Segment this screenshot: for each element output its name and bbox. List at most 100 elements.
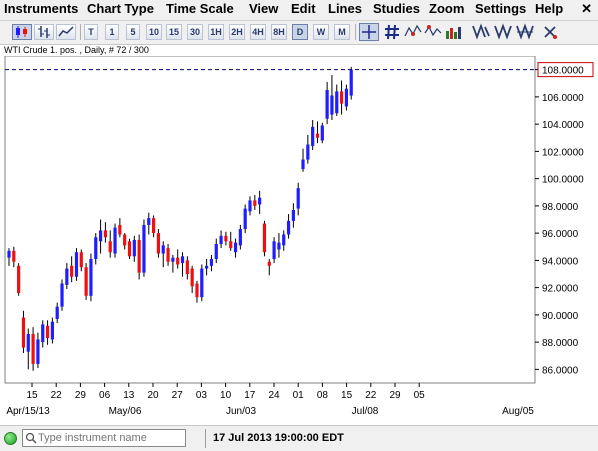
candle-body-up [209, 259, 214, 266]
timeframe-1h[interactable]: 1H [208, 24, 224, 40]
timeframe-30[interactable]: 30 [187, 24, 203, 40]
current-price-box [537, 62, 594, 78]
menu-chart-type[interactable]: Chart Type [87, 1, 154, 16]
y-tick-label: 94.0000 [542, 256, 579, 267]
candle-body-up [132, 239, 136, 257]
candle-body-up [50, 321, 54, 340]
candle-body-down [339, 91, 344, 104]
toolbar: T 1 5 10 15 30 1H 2H 4H 8H D W M [0, 21, 598, 45]
y-tick-label: 98.0000 [542, 202, 579, 213]
close-x-icon[interactable]: ✕ [581, 1, 592, 16]
eraser-icon[interactable] [540, 23, 560, 41]
x-tick-label: 05 [414, 390, 426, 401]
candle-body-up [205, 265, 209, 269]
candle-body-up [258, 197, 262, 205]
volume-icon[interactable] [444, 23, 464, 41]
candle-body-up [291, 209, 295, 221]
timeframe-10[interactable]: 10 [146, 24, 162, 40]
candle-body-up [296, 188, 300, 209]
candle-body-down [156, 233, 161, 254]
y-tick-label: 106.0000 [542, 93, 584, 104]
candle-body-up [272, 241, 276, 260]
x-tick-label: 22 [51, 390, 63, 401]
candle-body-up [286, 220, 291, 235]
candle-body-up [147, 218, 151, 225]
y-tick-label: 104.0000 [542, 120, 584, 131]
x-month-label: Aug/05 [502, 406, 534, 417]
candle-body-down [17, 265, 21, 294]
candle-body-down [224, 235, 228, 242]
timeframe-5[interactable]: 5 [126, 24, 140, 40]
menu-instruments[interactable]: Instruments [4, 1, 79, 16]
x-tick-label: 08 [317, 390, 329, 401]
menu-studies[interactable]: Studies [373, 1, 420, 16]
grid-icon[interactable] [382, 23, 402, 41]
line-tool-icon-2[interactable] [493, 23, 513, 41]
studies-icon-1[interactable] [403, 23, 423, 41]
candle-body-up [94, 237, 98, 260]
candlestick-icon[interactable] [12, 24, 32, 40]
x-tick-label: 01 [293, 390, 305, 401]
candle-body-up [335, 91, 339, 114]
candle-body-up [277, 242, 281, 250]
instrument-search[interactable] [22, 429, 186, 447]
menu-edit[interactable]: Edit [291, 1, 316, 16]
candle-body-up [238, 229, 242, 246]
x-tick-label: 24 [268, 390, 280, 401]
timeframe-1[interactable]: 1 [105, 24, 119, 40]
menu-settings[interactable]: Settings [475, 1, 527, 16]
x-tick-label: 29 [75, 390, 87, 401]
candle-body-up [344, 88, 348, 107]
candle-body-up [98, 230, 103, 242]
candle-body-up [89, 259, 93, 296]
candle-body-down [262, 223, 267, 253]
price-chart[interactable]: 86.0000 88.0000 90.0000 92.0000 94.0000 96.00… [0, 56, 598, 420]
toolbar-separator [355, 24, 356, 40]
y-tick-label: 86.0000 [542, 365, 579, 376]
candle-body-up [36, 339, 40, 364]
timeframe-15[interactable]: 15 [166, 24, 182, 40]
candle-body-up [7, 250, 11, 258]
candle-body-up [200, 268, 204, 298]
candle-body-up [325, 90, 329, 119]
menu-zoom[interactable]: Zoom [429, 1, 465, 16]
menu-help[interactable]: Help [535, 1, 564, 16]
crosshair-icon[interactable] [359, 23, 379, 41]
candle-body-down [137, 239, 141, 273]
menu-time-scale[interactable]: Time Scale [166, 1, 234, 16]
y-tick-label: 96.0000 [542, 229, 579, 240]
instrument-search-input[interactable] [38, 431, 183, 445]
menu-lines[interactable]: Lines [328, 1, 362, 16]
candle-body-down [229, 241, 233, 249]
y-tick-label: 90.0000 [542, 311, 579, 322]
studies-icon-2[interactable] [423, 23, 443, 41]
candle-body-up [233, 242, 238, 253]
candle-body-up [248, 200, 252, 212]
candle-body-down [70, 265, 74, 277]
x-month-label: Apr/15/13 [6, 406, 50, 417]
timeframe-4h[interactable]: 4H [250, 24, 266, 40]
menu-view[interactable]: View [249, 1, 279, 16]
timeframe-t[interactable]: T [84, 24, 98, 40]
line-chart-icon[interactable] [56, 24, 76, 40]
y-tick-label: 92.0000 [542, 284, 579, 295]
timeframe-8h[interactable]: 8H [271, 24, 287, 40]
ohlc-bar-icon[interactable] [34, 24, 54, 40]
candle-body-down [185, 260, 189, 274]
status-separator [205, 429, 206, 448]
x-tick-label: 27 [172, 390, 184, 401]
line-tool-icon-3[interactable] [515, 23, 535, 41]
status-datetime: 17 Jul 2013 19:00:00 EDT [213, 432, 344, 444]
x-tick-label: 03 [196, 390, 208, 401]
candle-body-up [60, 283, 64, 307]
timeframe-d[interactable]: D [292, 24, 308, 40]
candle-body-down [118, 224, 122, 235]
timeframe-w[interactable]: W [313, 24, 329, 40]
y-tick-label: 88.0000 [542, 338, 579, 349]
line-tool-icon-1[interactable] [471, 23, 491, 41]
chart-area[interactable]: 86.0000 88.0000 90.0000 92.0000 94.0000 96.00… [0, 56, 598, 420]
candle-body-up [55, 306, 59, 319]
timeframe-2h[interactable]: 2H [229, 24, 245, 40]
timeframe-m[interactable]: M [334, 24, 350, 40]
x-tick-label: 13 [123, 390, 135, 401]
